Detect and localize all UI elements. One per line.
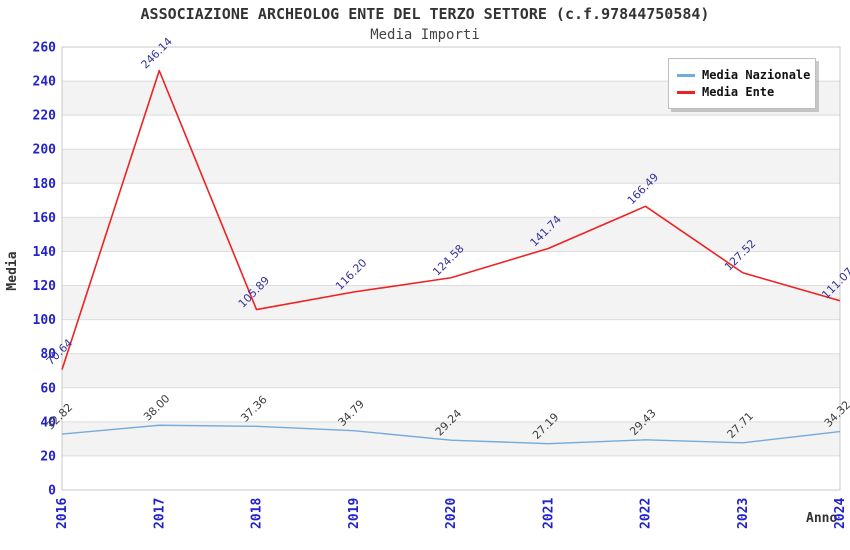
- series-line-media-nazionale: [61, 424, 841, 445]
- x-tick-label: 2024: [833, 498, 848, 529]
- y-tick-label: 60: [40, 381, 56, 396]
- chart-subtitle: Media Importi: [370, 27, 480, 43]
- legend-label: Media Nazionale: [702, 68, 811, 82]
- y-tick-label: 100: [33, 313, 57, 328]
- x-tick-label: 2021: [541, 498, 556, 529]
- legend-label: Media Ente: [702, 85, 775, 99]
- y-tick-label: 140: [33, 245, 57, 260]
- background-band: [62, 421, 840, 456]
- y-tick-label: 220: [33, 109, 57, 124]
- y-tick-label: 120: [33, 279, 57, 294]
- value-label: 37.36: [238, 393, 269, 424]
- y-tick-label: 40: [40, 415, 56, 430]
- x-tick-label: 2017: [152, 498, 167, 529]
- background-band: [62, 353, 840, 388]
- legend-item-media-ente: Media Ente: [677, 85, 809, 99]
- value-label: 246.14: [139, 35, 175, 71]
- chart-title: ASSOCIAZIONE ARCHEOLOG ENTE DEL TERZO SE…: [140, 5, 710, 23]
- y-tick-label: 80: [40, 347, 56, 362]
- y-tick-label: 200: [33, 143, 57, 158]
- x-tick-label: 2016: [55, 498, 70, 529]
- legend-item-media-nazionale: Media Nazionale: [677, 68, 811, 82]
- y-tick-label: 260: [33, 41, 57, 56]
- background-band: [62, 285, 840, 320]
- plot-border: [61, 46, 841, 491]
- x-tick-label: 2019: [347, 498, 362, 529]
- y-tick-label: 160: [33, 211, 57, 226]
- x-tick-label: 2023: [736, 498, 751, 529]
- x-tick-label: 2020: [444, 498, 459, 529]
- series-line-media-ente: [61, 69, 841, 370]
- x-tick-label: 2018: [250, 498, 265, 529]
- media-nazionale-line-swatch: [677, 73, 695, 77]
- media-ente-line-swatch: [677, 90, 695, 94]
- background-band: [62, 149, 840, 184]
- x-axis-title: Anno: [806, 511, 838, 526]
- y-tick-label: 240: [33, 75, 57, 90]
- background-band: [62, 217, 840, 252]
- chart-legend: Media Nazionale Media Ente: [668, 58, 816, 109]
- y-tick-label: 20: [40, 449, 56, 464]
- y-tick-label: 0: [48, 484, 56, 499]
- y-tick-label: 180: [33, 177, 57, 192]
- x-tick-label: 2022: [639, 498, 654, 529]
- value-label: 38.00: [141, 392, 172, 423]
